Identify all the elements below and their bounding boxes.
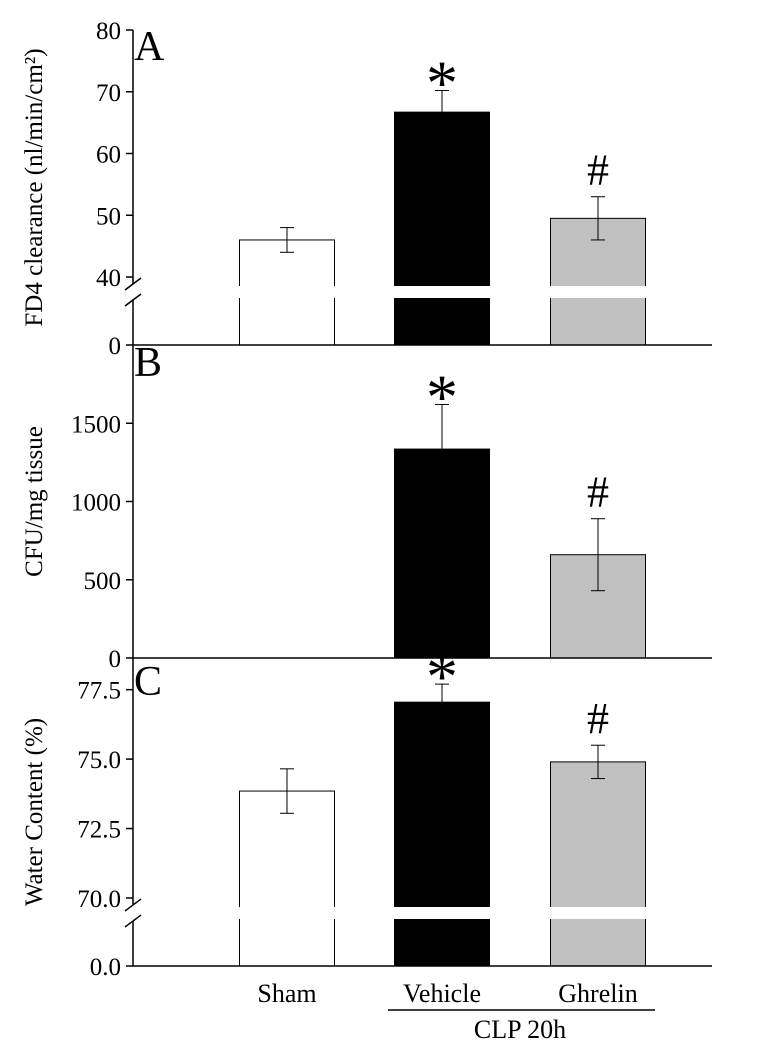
y-axis-label: FD4 clearance (nl/min/cm²) xyxy=(21,48,48,326)
panel-letter: A xyxy=(134,24,165,70)
x-tick-label-sham: Sham xyxy=(257,979,316,1008)
bar-sham xyxy=(239,790,335,967)
y-tick-label: 75.0 xyxy=(77,747,121,774)
y-tick-label: 60 xyxy=(96,142,121,169)
significance-asterisk: * xyxy=(426,361,458,432)
y-axis-label: CFU/mg tissue xyxy=(21,426,48,577)
y-tick-label: 500 xyxy=(84,568,122,595)
panel-letter: C xyxy=(134,659,162,705)
panel-a: * #0 40 50 60 70 80 A FD4 clearance (nl/min/cm²) xyxy=(21,18,712,360)
panel-letter: B xyxy=(134,340,162,386)
bar-break-gap xyxy=(393,907,491,919)
significance-hash: # xyxy=(587,694,609,743)
axis-break-mark xyxy=(124,277,142,291)
y-tick-label-zero: 0.0 xyxy=(90,954,121,981)
y-tick-label: 80 xyxy=(96,18,121,45)
y-tick-label: 0 xyxy=(109,646,122,673)
significance-hash: # xyxy=(587,146,609,195)
y-axis-label: Water Content (%) xyxy=(21,718,48,906)
x-tick-label-vehicle: Vehicle xyxy=(403,979,481,1008)
y-tick-label-zero: 0 xyxy=(109,333,122,360)
y-tick-label: 72.5 xyxy=(77,817,121,844)
significance-asterisk: * xyxy=(426,641,458,712)
panel-b: * #0 500 1000 1500 B CFU/mg tissue xyxy=(21,340,712,673)
significance-asterisk: * xyxy=(426,48,458,119)
bar-vehicle xyxy=(394,111,490,346)
bar-break-gap xyxy=(549,907,647,919)
x-tick-label-ghrelin: Ghrelin xyxy=(558,979,637,1008)
axis-break-mark xyxy=(124,914,142,928)
y-tick-label: 70 xyxy=(96,80,121,107)
y-tick-label: 50 xyxy=(96,203,121,230)
bar-vehicle xyxy=(394,448,490,659)
axis-break-mark xyxy=(124,898,142,912)
panel-c: * #0.0 70.0 72.5 75.0 77.5 C Water Content (%) xyxy=(21,641,712,981)
bar-break-gap xyxy=(549,286,647,298)
axis-break-mark xyxy=(124,293,142,307)
y-tick-label: 1000 xyxy=(71,490,121,517)
bar-break-gap xyxy=(238,907,336,919)
significance-hash: # xyxy=(587,468,609,517)
y-tick-label: 77.5 xyxy=(77,678,121,705)
bar-break-gap xyxy=(238,286,336,298)
bar-ghrelin xyxy=(550,761,646,967)
y-tick-label: 40 xyxy=(96,265,121,292)
bar-break-gap xyxy=(393,286,491,298)
y-tick-label: 70.0 xyxy=(77,886,121,913)
clp-group-label: CLP 20h xyxy=(474,1015,566,1044)
y-tick-label: 1500 xyxy=(71,411,121,438)
bar-vehicle xyxy=(394,701,490,967)
